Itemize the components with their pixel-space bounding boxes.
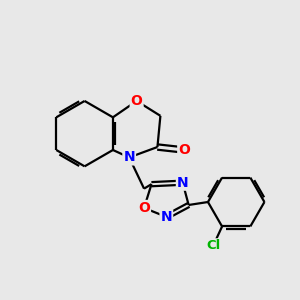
- Text: N: N: [123, 150, 135, 164]
- Text: N: N: [177, 176, 188, 190]
- Text: O: O: [131, 94, 142, 108]
- Text: Cl: Cl: [206, 239, 220, 252]
- Text: O: O: [138, 201, 150, 215]
- Text: N: N: [160, 210, 172, 224]
- Text: O: O: [178, 143, 190, 157]
